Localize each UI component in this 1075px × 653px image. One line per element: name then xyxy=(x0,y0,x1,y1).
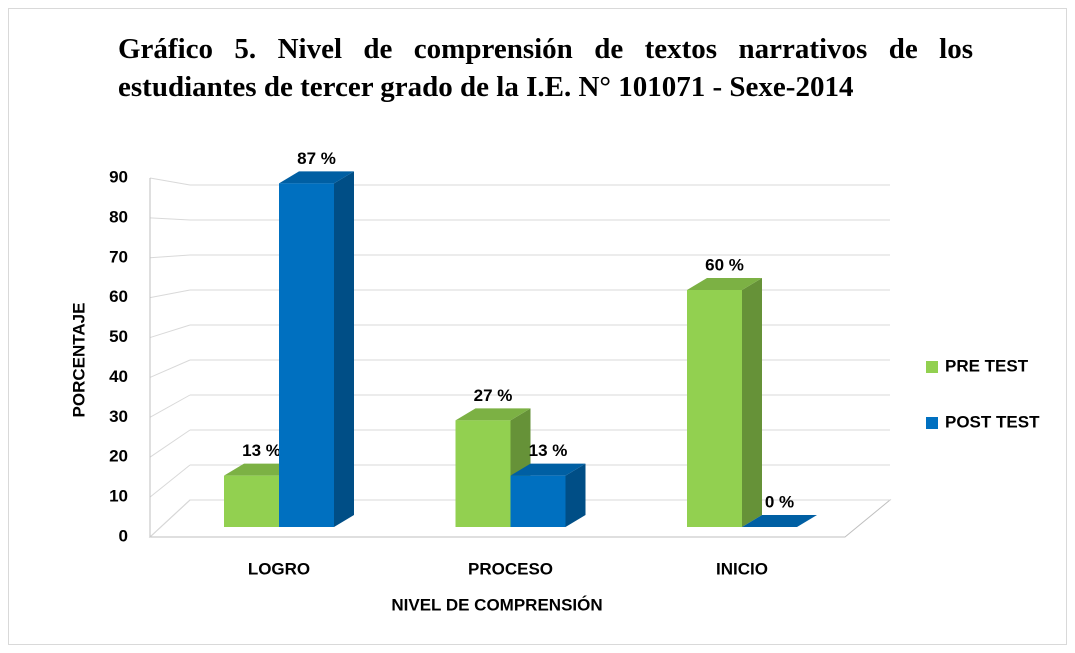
y-axis-title: PORCENTAJE xyxy=(69,303,88,418)
x-tick-label: INICIO xyxy=(716,559,768,578)
grid-line xyxy=(149,429,191,458)
grid-line xyxy=(149,499,191,538)
x-tick-label: LOGRO xyxy=(248,559,310,578)
y-tick-label: 50 xyxy=(109,327,128,346)
bar xyxy=(687,278,762,527)
y-tick-label: 10 xyxy=(109,487,128,506)
data-label: 87 % xyxy=(297,149,336,168)
data-label: 13 % xyxy=(529,441,568,460)
bar-front xyxy=(510,475,566,527)
grid-line xyxy=(149,359,191,378)
bar-side xyxy=(742,278,762,527)
data-label: 0 % xyxy=(765,492,794,511)
bar-side xyxy=(565,463,586,527)
y-tick-label: 0 xyxy=(119,526,128,545)
y-tick-label: 30 xyxy=(109,407,128,426)
grid-line xyxy=(149,177,191,186)
legend-label: PRE TEST xyxy=(945,356,1029,375)
chart-frame xyxy=(8,8,1067,645)
legend-swatch xyxy=(926,361,938,373)
y-tick-label: 90 xyxy=(109,167,128,186)
bar-top xyxy=(742,515,817,527)
x-tick-label: PROCESO xyxy=(468,559,553,578)
bar-front xyxy=(224,475,279,527)
y-tick-label: 60 xyxy=(109,287,128,306)
grid-line xyxy=(149,464,191,498)
bar-top xyxy=(687,278,762,290)
y-tick-label: 80 xyxy=(109,207,128,226)
grid-line xyxy=(149,254,191,259)
legend-label: POST TEST xyxy=(945,412,1040,431)
data-label: 27 % xyxy=(474,386,513,405)
bar-front xyxy=(455,420,511,527)
data-label: 60 % xyxy=(705,255,744,274)
y-tick-label: 40 xyxy=(109,367,128,386)
grid-line xyxy=(149,289,191,299)
bar-side xyxy=(334,171,354,527)
legend-swatch xyxy=(926,417,938,429)
bar-front xyxy=(279,183,334,527)
data-label: 13 % xyxy=(242,441,281,460)
x-axis-title: NIVEL DE COMPRENSIÓN xyxy=(391,595,602,614)
bar xyxy=(510,463,586,527)
bar-front xyxy=(687,290,742,527)
bar-top xyxy=(279,171,354,184)
grid-line xyxy=(149,217,191,221)
bar-top xyxy=(455,408,531,421)
bar xyxy=(279,171,354,527)
bar-top xyxy=(510,463,586,476)
chart-title: Gráfico 5. Nivel de comprensión de texto… xyxy=(118,33,973,103)
y-tick-label: 20 xyxy=(109,447,128,466)
grid-line xyxy=(149,324,191,339)
grid-line xyxy=(149,394,191,418)
y-tick-label: 70 xyxy=(109,247,128,266)
bar xyxy=(742,515,817,527)
